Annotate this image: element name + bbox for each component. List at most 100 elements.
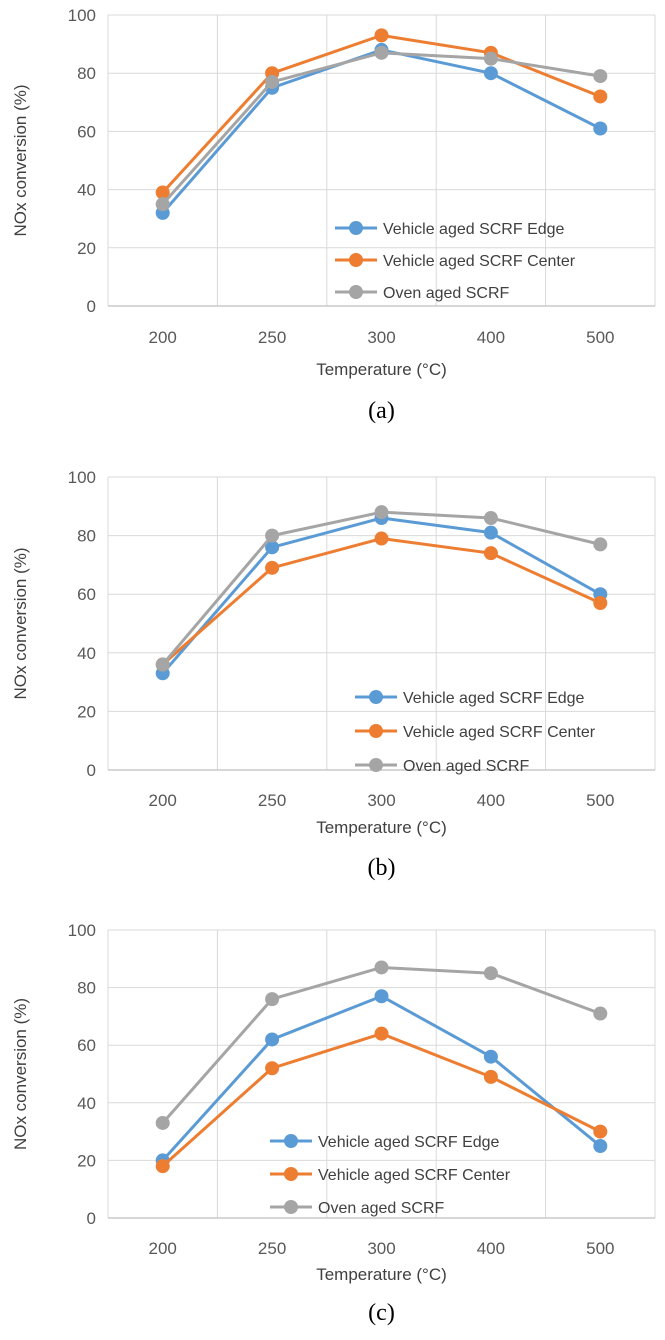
chart-a-xtick-label: 300: [367, 328, 395, 347]
chart-b-ytick-label: 60: [77, 585, 96, 604]
chart-a-series-2-point: [265, 74, 280, 89]
chart-a-series-1-point: [374, 28, 389, 43]
chart-b-ytick-label: 100: [68, 468, 96, 487]
chart-c-series-2-point: [265, 992, 280, 1007]
chart-b-series-1-point: [593, 595, 608, 610]
chart-c-series-1-point: [593, 1124, 608, 1139]
chart-c-xtick-label: 250: [258, 1239, 286, 1258]
chart-b-xtick-label: 300: [367, 791, 395, 810]
chart-a-series-1-point: [593, 89, 608, 104]
chart-b: 0 20 40 60 80 100 200 250 300 400 500 Temperature (…: [0, 450, 665, 890]
chart-b-series-2-point: [483, 511, 498, 526]
chart-c-legend-label: Vehicle aged SCRF Edge: [318, 1134, 500, 1151]
chart-c-series-0-point: [593, 1139, 608, 1153]
chart-c-ytick-label: 60: [77, 1036, 96, 1055]
chart-a-xtick-label: 400: [477, 328, 505, 347]
chart-b-series-2-point: [155, 657, 170, 672]
chart-b-series-2-point: [265, 528, 280, 543]
chart-c-series-0-point: [483, 1049, 498, 1064]
chart-c-series-0-point: [374, 989, 389, 1004]
chart-b-x-axis-title: Temperature (°C): [316, 818, 447, 837]
chart-c-series-2-point: [593, 1006, 608, 1021]
chart-c-legend-swatch-marker: [284, 1200, 298, 1214]
chart-a-series-2-point: [593, 69, 608, 84]
chart-a-ytick-label: 20: [77, 239, 96, 258]
chart-b-series-1-point: [374, 531, 389, 546]
chart-b-xtick-label: 500: [586, 791, 614, 810]
chart-a-legend-swatch-marker: [349, 221, 363, 235]
chart-b-ytick-label: 20: [77, 702, 96, 721]
chart-c: 0 20 40 60 80 100 200 250 300 400 500 Temperature (…: [0, 900, 665, 1340]
chart-a-svg: 0 20 40 60 80 100 200 250 300 400 500 Temperature (…: [11, 6, 656, 424]
chart-b-xtick-label: 400: [477, 791, 505, 810]
chart-b-series-0-point: [265, 540, 280, 555]
chart-b-legend-swatch-marker: [369, 758, 383, 772]
chart-a-series-0-point: [483, 66, 498, 81]
chart-c-xtick-label: 500: [586, 1239, 614, 1258]
chart-b-xtick-label: 200: [149, 791, 177, 810]
chart-a-xtick-label: 500: [586, 328, 614, 347]
chart-a: 0 20 40 60 80 100 200 250 300 400 500 Temperature (…: [0, 0, 665, 440]
chart-a-series-1-point: [155, 185, 170, 200]
chart-c-series-1-point: [155, 1159, 170, 1174]
chart-a-legend-label: Vehicle aged SCRF Edge: [383, 221, 565, 238]
chart-b-ytick-label: 40: [77, 644, 96, 663]
chart-a-series-2-point: [374, 45, 389, 60]
chart-c-ytick-label: 20: [77, 1151, 96, 1170]
chart-b-caption: (b): [368, 855, 396, 881]
chart-c-series-1-point: [374, 1026, 389, 1041]
chart-c-ytick-label: 80: [77, 979, 96, 998]
chart-b-ytick-label: 0: [87, 761, 96, 780]
chart-b-legend-swatch-marker: [369, 724, 383, 738]
chart-b-y-axis-title: NOx conversion (%): [11, 547, 30, 699]
chart-a-legend-label: Oven aged SCRF: [383, 285, 510, 302]
chart-c-series-2-point: [374, 960, 389, 975]
chart-b-legend-label: Vehicle aged SCRF Center: [403, 724, 596, 741]
chart-c-legend-swatch-marker: [284, 1134, 298, 1148]
chart-c-series-2-point: [483, 966, 498, 981]
chart-a-series-line-2: [161, 51, 601, 206]
chart-a-ytick-label: 40: [77, 181, 96, 200]
chart-b-svg: 0 20 40 60 80 100 200 250 300 400 500 Temperature (…: [11, 468, 656, 881]
chart-b-series-2-point: [374, 505, 389, 520]
chart-a-xtick-label: 250: [258, 328, 286, 347]
chart-c-legend-label: Vehicle aged SCRF Center: [318, 1167, 511, 1184]
chart-b-series-0-point: [483, 525, 498, 540]
chart-b-series-1-point: [483, 546, 498, 561]
chart-a-ytick-label: 80: [77, 64, 96, 83]
chart-c-legend-swatch-marker: [284, 1167, 298, 1181]
chart-c-series-2-point: [155, 1115, 170, 1130]
chart-a-ytick-label: 0: [87, 297, 96, 316]
chart-a-legend-swatch-marker: [349, 253, 363, 267]
chart-b-series-1-point: [265, 560, 280, 575]
chart-b-series-2-point: [593, 537, 608, 552]
chart-c-ytick-label: 0: [87, 1209, 96, 1228]
chart-c-series-0-point: [265, 1032, 280, 1047]
chart-a-series-0-point: [593, 121, 608, 136]
chart-c-series-1-point: [483, 1069, 498, 1084]
chart-b-ytick-label: 80: [77, 527, 96, 546]
chart-b-legend-label: Oven aged SCRF: [403, 758, 530, 775]
chart-c-xtick-label: 400: [477, 1239, 505, 1258]
chart-c-y-axis-title: NOx conversion (%): [11, 998, 30, 1150]
chart-c-series-1-point: [265, 1061, 280, 1076]
chart-c-ytick-label: 100: [68, 921, 96, 940]
chart-c-caption: (c): [368, 1300, 395, 1326]
chart-a-ytick-label: 60: [77, 122, 96, 141]
chart-a-legend-label: Vehicle aged SCRF Center: [383, 253, 576, 270]
chart-c-legend-label: Oven aged SCRF: [318, 1200, 445, 1217]
chart-a-series-2-point: [155, 197, 170, 212]
chart-c-x-axis-title: Temperature (°C): [316, 1265, 447, 1284]
chart-a-x-axis-title: Temperature (°C): [316, 360, 447, 379]
chart-a-caption: (a): [368, 398, 395, 424]
chart-b-xtick-label: 250: [258, 791, 286, 810]
chart-c-xtick-label: 200: [149, 1239, 177, 1258]
chart-c-svg: 0 20 40 60 80 100 200 250 300 400 500 Temperature (…: [11, 921, 656, 1326]
chart-b-legend-label: Vehicle aged SCRF Edge: [403, 690, 585, 707]
chart-c-xtick-label: 300: [367, 1239, 395, 1258]
chart-a-xtick-label: 200: [149, 328, 177, 347]
chart-a-legend-swatch-marker: [349, 285, 363, 299]
chart-a-y-axis-title: NOx conversion (%): [11, 84, 30, 236]
chart-b-legend-swatch-marker: [369, 690, 383, 704]
chart-a-ytick-label: 100: [68, 6, 96, 25]
